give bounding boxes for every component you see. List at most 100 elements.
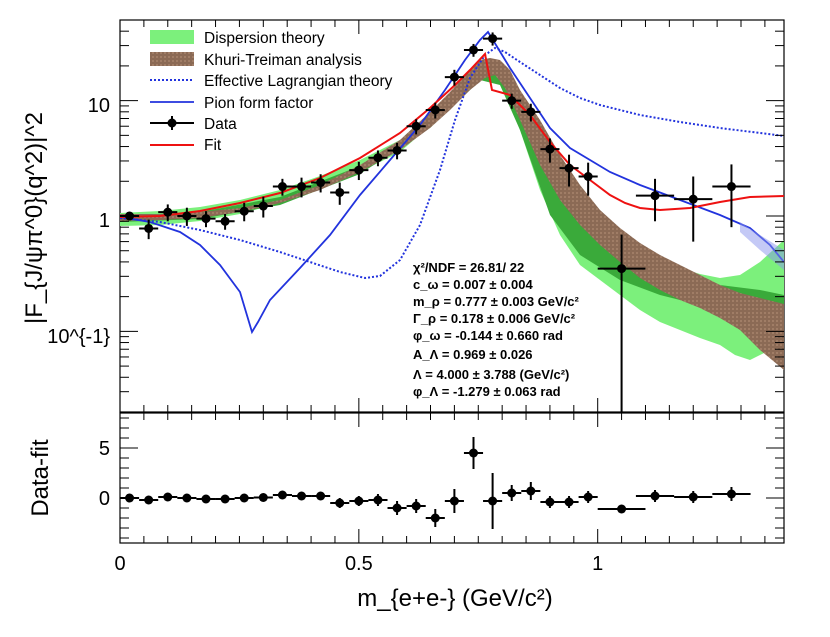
residual-point-23 (564, 497, 574, 507)
top-ticks (120, 19, 784, 413)
top-ytick-label-1: 1 (99, 210, 110, 232)
data-point-20 (507, 96, 517, 106)
fit-info-a-lambda: A_Λ = 0.969 ± 0.026 (413, 347, 533, 362)
data-point-18 (468, 45, 478, 55)
xlabel: m_{e+e-} (GeV/c²) (357, 585, 552, 612)
data-point-25 (617, 264, 627, 274)
dispersion-theory-band (120, 68, 784, 360)
data-point-24 (583, 171, 593, 181)
data-point-13 (373, 153, 383, 163)
data-point-5 (220, 216, 230, 226)
legend-label-dispersion: Dispersion theory (204, 30, 325, 47)
residual-point-5 (220, 494, 230, 504)
fit-info-c-omega: c_ω = 0.007 ± 0.004 (413, 277, 533, 292)
data-point-26 (650, 191, 660, 201)
residual-point-22 (545, 497, 555, 507)
bottom-panel-frame (119, 412, 785, 544)
bottom-plot-area (120, 437, 751, 529)
bottom-ylabel: Data-fit (27, 439, 54, 517)
data-point-8 (277, 182, 287, 192)
fit-info-m-rho: m_ρ = 0.777 ± 0.003 GeV/c² (413, 294, 580, 309)
xtick-label: 0 (114, 553, 125, 575)
fit-info: χ²/NDF = 26.81/ 22 c_ω = 0.007 ± 0.004 m… (413, 260, 580, 399)
residual-point-15 (411, 501, 421, 511)
residual-point-8 (277, 490, 287, 500)
residual-point-12 (354, 496, 364, 506)
residual-point-27 (688, 492, 698, 502)
fit-info-gamma-rho: Γ_ρ = 0.178 ± 0.006 GeV/c² (413, 311, 576, 326)
legend-label-fit: Fit (204, 137, 222, 154)
residual-point-6 (239, 493, 249, 503)
residual-point-2 (163, 492, 173, 502)
data-point-9 (297, 182, 307, 192)
data-point-16 (430, 105, 440, 115)
residual-point-13 (373, 495, 383, 505)
legend-label-pion-form-factor: Pion form factor (204, 95, 313, 112)
fit-curve (120, 51, 784, 218)
fit-info-chi2: χ²/NDF = 26.81/ 22 (413, 260, 524, 275)
residual-point-20 (507, 488, 517, 498)
data-point-27 (688, 194, 698, 204)
residual-point-26 (650, 491, 660, 501)
fit-info-phi-omega: φ_ω = -0.144 ± 0.660 rad (413, 328, 563, 343)
data-point-28 (726, 182, 736, 192)
data-point-2 (163, 207, 173, 217)
top-ylabel: |F_{J/ψπ^0}(q^2)|^2 (21, 112, 48, 324)
pion-form-factor-band (740, 222, 784, 270)
effective-lagrangian-curve (120, 46, 784, 280)
data-point-17 (449, 72, 459, 82)
xtick-label: 1 (592, 553, 603, 575)
residual-point-25 (617, 504, 627, 514)
bottom-ytick-label: 5 (99, 438, 110, 460)
legend-swatch-data-marker (167, 118, 177, 128)
residual-point-24 (583, 492, 593, 502)
data-point-10 (316, 178, 326, 188)
residual-point-11 (335, 498, 345, 508)
residual-point-7 (258, 493, 268, 502)
residual-point-19 (488, 496, 498, 506)
data-point-1 (144, 223, 154, 233)
residual-point-3 (182, 493, 192, 503)
residual-point-14 (392, 503, 402, 513)
bottom-ytick-label: 0 (99, 488, 110, 510)
data-point-7 (258, 201, 268, 211)
data-point-14 (392, 145, 402, 155)
residual-points (120, 437, 751, 529)
residual-point-21 (526, 486, 536, 496)
top-plot-area (120, 30, 784, 412)
residual-point-1 (144, 495, 154, 505)
data-point-19 (488, 34, 498, 44)
xticks: 0 0.5 1 (114, 20, 766, 575)
data-point-23 (564, 163, 574, 173)
top-ytick-label-10: 10 (88, 95, 110, 117)
residual-point-18 (468, 448, 478, 458)
data-point-12 (354, 165, 364, 175)
data-point-21 (526, 107, 536, 117)
pion-form-factor-curve (120, 30, 784, 335)
legend-label-effective-lagrangian: Effective Lagrangian theory (204, 73, 393, 90)
data-point-22 (545, 144, 555, 154)
residual-point-17 (449, 496, 459, 506)
legend-swatch-dispersion (150, 30, 194, 44)
bottom-yticks: 05 (99, 417, 784, 539)
legend: Dispersion theory Khuri-Treiman analysis… (150, 30, 393, 154)
data-point-11 (335, 187, 345, 197)
data-point-3 (182, 211, 192, 221)
residual-point-4 (201, 494, 211, 504)
xtick-label: 0.5 (345, 553, 373, 575)
legend-swatch-khuri-treiman (150, 52, 194, 66)
legend-label-data: Data (204, 116, 237, 133)
top-ytick-label-0.1: 10^{-1} (47, 326, 110, 348)
data-points (120, 32, 751, 412)
residual-point-9 (297, 491, 307, 501)
data-point-4 (201, 214, 211, 224)
fit-info-lambda: Λ = 4.000 ± 3.788 (GeV/c²) (413, 367, 569, 382)
data-point-15 (411, 121, 421, 131)
data-point-6 (239, 206, 249, 216)
residual-point-10 (316, 491, 326, 501)
legend-label-khuri-treiman: Khuri-Treiman analysis (204, 52, 362, 69)
fit-info-phi-lambda: φ_Λ = -1.279 ± 0.063 rad (413, 384, 561, 399)
residual-point-28 (726, 489, 736, 499)
residual-point-16 (430, 513, 440, 523)
